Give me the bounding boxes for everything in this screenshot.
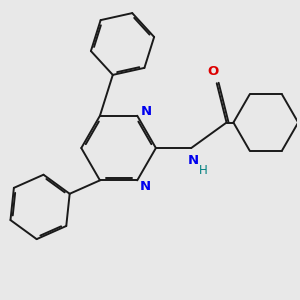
Text: N: N [188, 154, 199, 167]
Text: H: H [199, 164, 207, 177]
Text: N: N [140, 180, 151, 193]
Text: N: N [140, 105, 152, 118]
Text: O: O [207, 65, 218, 78]
